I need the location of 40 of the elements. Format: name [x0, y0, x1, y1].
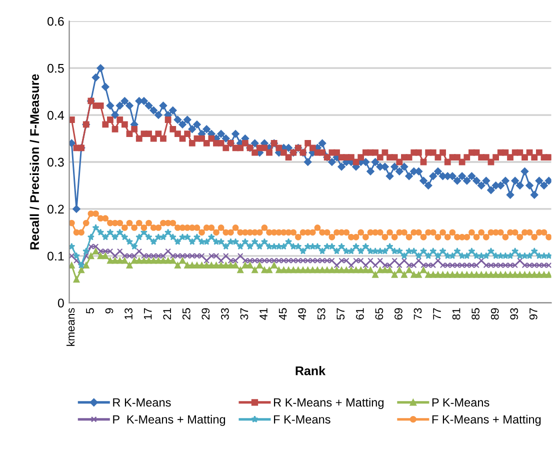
x-tick-label: 65: [375, 308, 384, 320]
x-tick-label: 61: [356, 308, 364, 320]
x-tick-label: 89: [490, 308, 499, 320]
x-tick-label: 29: [202, 308, 210, 320]
x-tick-label: 77: [433, 308, 441, 320]
x-tick-label: 49: [298, 308, 306, 320]
y-tick-label: 0.3: [48, 158, 64, 167]
x-tick-label: 9: [105, 308, 114, 314]
legend-label: R K-Means + Matting: [274, 398, 384, 409]
legend-label: F K-Means + Matting: [432, 414, 541, 426]
x-tick-label: 25: [182, 308, 190, 320]
x-tick-label: 57: [336, 308, 345, 320]
y-tick-label: 0.6: [48, 16, 64, 26]
y-tick-label: 0.4: [48, 110, 64, 120]
x-axis-title: Rank: [296, 366, 326, 376]
x-tick-label: 53: [317, 308, 326, 320]
x-tick-label: 69: [394, 308, 402, 320]
y-tick-label: 0: [58, 298, 64, 308]
x-tick-label: 45: [278, 308, 287, 320]
y-tick-label: 0.2: [48, 204, 64, 214]
y-tick-label: 0.1: [48, 252, 64, 261]
x-tick-label: 37: [240, 308, 248, 320]
legend-label: P K-Means + Matting: [113, 414, 226, 426]
x-tick-label: 41: [260, 308, 268, 320]
x-tick-label: 17: [144, 308, 152, 320]
x-tick-label: 97: [529, 308, 538, 320]
legend-label: R K-Means: [113, 398, 171, 407]
x-tick-label: 33: [221, 308, 229, 320]
legend-label: F K-Means: [274, 415, 330, 424]
x-tick-label: 93: [510, 308, 518, 320]
x-tick-label: kmeans: [66, 308, 75, 346]
x-tick-label: 81: [452, 308, 460, 320]
y-tick-label: 0.5: [48, 64, 64, 73]
x-tick-label: 13: [124, 308, 132, 320]
x-tick-label: 5: [86, 308, 94, 314]
x-tick-label: 73: [414, 308, 422, 320]
x-tick-label: 21: [163, 308, 171, 320]
y-axis-title: Recall / Precision / F-Measure: [30, 74, 40, 250]
x-tick-label: 85: [472, 308, 480, 320]
legend-label: P K-Means: [432, 398, 490, 407]
